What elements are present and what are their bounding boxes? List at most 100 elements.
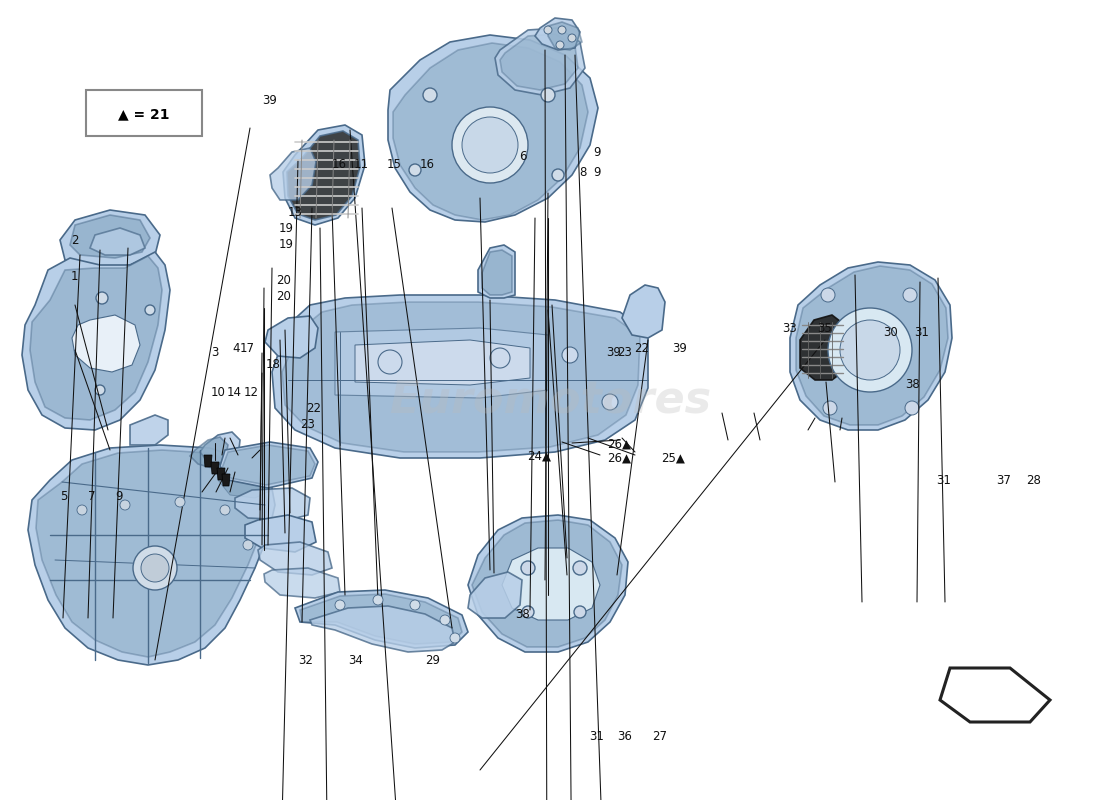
Circle shape xyxy=(409,164,421,176)
Text: 5: 5 xyxy=(60,490,67,502)
Polygon shape xyxy=(211,462,219,474)
Circle shape xyxy=(96,292,108,304)
Polygon shape xyxy=(472,520,621,647)
Text: 7: 7 xyxy=(88,490,95,502)
Circle shape xyxy=(521,561,535,575)
Polygon shape xyxy=(200,432,240,465)
Text: 15: 15 xyxy=(386,158,402,170)
Circle shape xyxy=(95,385,104,395)
Circle shape xyxy=(120,500,130,510)
Text: 30: 30 xyxy=(883,326,899,338)
Text: 3: 3 xyxy=(211,346,218,358)
Circle shape xyxy=(141,554,169,582)
Text: 14: 14 xyxy=(227,386,242,398)
Circle shape xyxy=(145,305,155,315)
Circle shape xyxy=(568,34,576,42)
Text: 27: 27 xyxy=(652,730,668,742)
Text: 20: 20 xyxy=(276,290,292,302)
Circle shape xyxy=(490,348,510,368)
Polygon shape xyxy=(235,488,310,520)
Circle shape xyxy=(556,41,564,49)
Polygon shape xyxy=(800,315,845,380)
Polygon shape xyxy=(220,442,318,488)
Circle shape xyxy=(602,394,618,410)
Circle shape xyxy=(903,288,917,302)
Polygon shape xyxy=(28,445,275,665)
Text: 20: 20 xyxy=(276,274,292,286)
Text: 35: 35 xyxy=(817,322,833,334)
Polygon shape xyxy=(30,256,162,420)
Polygon shape xyxy=(217,468,226,480)
Text: 39: 39 xyxy=(262,94,277,106)
Polygon shape xyxy=(310,606,455,652)
Text: 19: 19 xyxy=(278,222,294,234)
Text: 18: 18 xyxy=(265,358,280,370)
Polygon shape xyxy=(388,35,598,222)
Text: 9: 9 xyxy=(116,490,122,502)
Polygon shape xyxy=(355,340,530,385)
Polygon shape xyxy=(796,266,948,425)
Text: 31: 31 xyxy=(914,326,929,338)
Polygon shape xyxy=(204,455,212,467)
Polygon shape xyxy=(60,210,160,270)
Circle shape xyxy=(243,540,253,550)
Polygon shape xyxy=(287,131,360,220)
Polygon shape xyxy=(283,125,365,225)
Polygon shape xyxy=(270,148,316,200)
Circle shape xyxy=(378,350,402,374)
Polygon shape xyxy=(22,252,170,430)
Text: 9: 9 xyxy=(594,146,601,158)
Polygon shape xyxy=(336,328,548,398)
Text: 12: 12 xyxy=(243,386,258,398)
Circle shape xyxy=(823,401,837,415)
Text: 31: 31 xyxy=(588,730,604,742)
Circle shape xyxy=(462,117,518,173)
Polygon shape xyxy=(265,316,318,358)
Text: 16: 16 xyxy=(331,158,346,170)
Polygon shape xyxy=(300,594,462,644)
Text: 34: 34 xyxy=(348,654,363,666)
Circle shape xyxy=(220,505,230,515)
Text: 36: 36 xyxy=(617,730,632,742)
Circle shape xyxy=(175,497,185,507)
Circle shape xyxy=(558,26,566,34)
Polygon shape xyxy=(272,295,648,458)
Polygon shape xyxy=(70,215,150,258)
Polygon shape xyxy=(482,250,512,295)
Text: 24▲: 24▲ xyxy=(527,450,551,462)
Text: 29: 29 xyxy=(425,654,440,666)
Text: 32: 32 xyxy=(298,654,314,666)
Text: 10: 10 xyxy=(210,386,225,398)
Polygon shape xyxy=(245,515,316,552)
Polygon shape xyxy=(190,437,228,468)
Polygon shape xyxy=(940,668,1050,722)
Polygon shape xyxy=(393,43,588,220)
Polygon shape xyxy=(468,515,628,652)
Polygon shape xyxy=(495,28,585,95)
Polygon shape xyxy=(621,285,665,338)
Circle shape xyxy=(336,600,345,610)
Text: 2: 2 xyxy=(72,234,78,246)
Text: 26▲: 26▲ xyxy=(607,451,631,464)
Circle shape xyxy=(424,88,437,102)
Text: 22: 22 xyxy=(634,342,649,354)
Text: 26▲: 26▲ xyxy=(607,438,631,450)
Circle shape xyxy=(544,26,552,34)
Polygon shape xyxy=(36,450,268,657)
Polygon shape xyxy=(90,228,145,255)
Polygon shape xyxy=(500,34,578,90)
Circle shape xyxy=(522,606,534,618)
Text: 39: 39 xyxy=(606,346,621,358)
Circle shape xyxy=(133,546,177,590)
Text: 11: 11 xyxy=(353,158,369,170)
Circle shape xyxy=(574,606,586,618)
Circle shape xyxy=(452,107,528,183)
Text: 33: 33 xyxy=(782,322,797,334)
Text: 28: 28 xyxy=(1026,474,1042,486)
Polygon shape xyxy=(222,474,230,486)
Text: 38: 38 xyxy=(905,378,921,390)
Text: 17: 17 xyxy=(240,342,255,354)
Text: 1: 1 xyxy=(72,270,78,282)
Polygon shape xyxy=(258,542,332,575)
Polygon shape xyxy=(222,445,315,485)
